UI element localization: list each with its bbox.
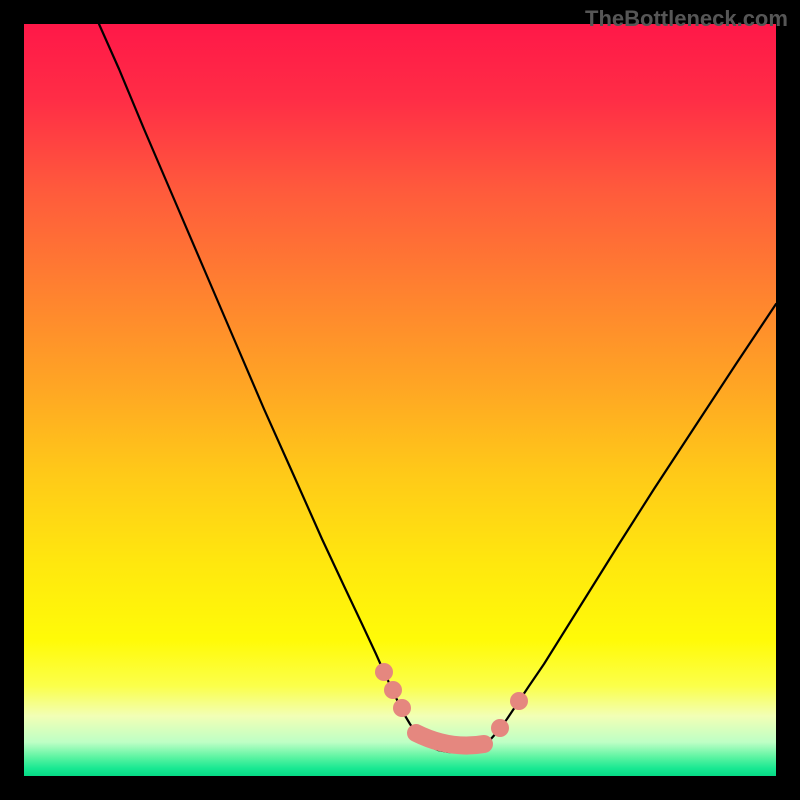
watermark-text: TheBottleneck.com (585, 6, 788, 32)
marker-dot (393, 699, 411, 717)
marker-dot (384, 681, 402, 699)
bottleneck-curve (99, 24, 776, 752)
chart-svg (24, 24, 776, 776)
marker-dot (510, 692, 528, 710)
marker-pill (416, 733, 484, 746)
marker-dot (375, 663, 393, 681)
marker-dot (491, 719, 509, 737)
plot-area (24, 24, 776, 776)
markers-group (375, 663, 528, 746)
